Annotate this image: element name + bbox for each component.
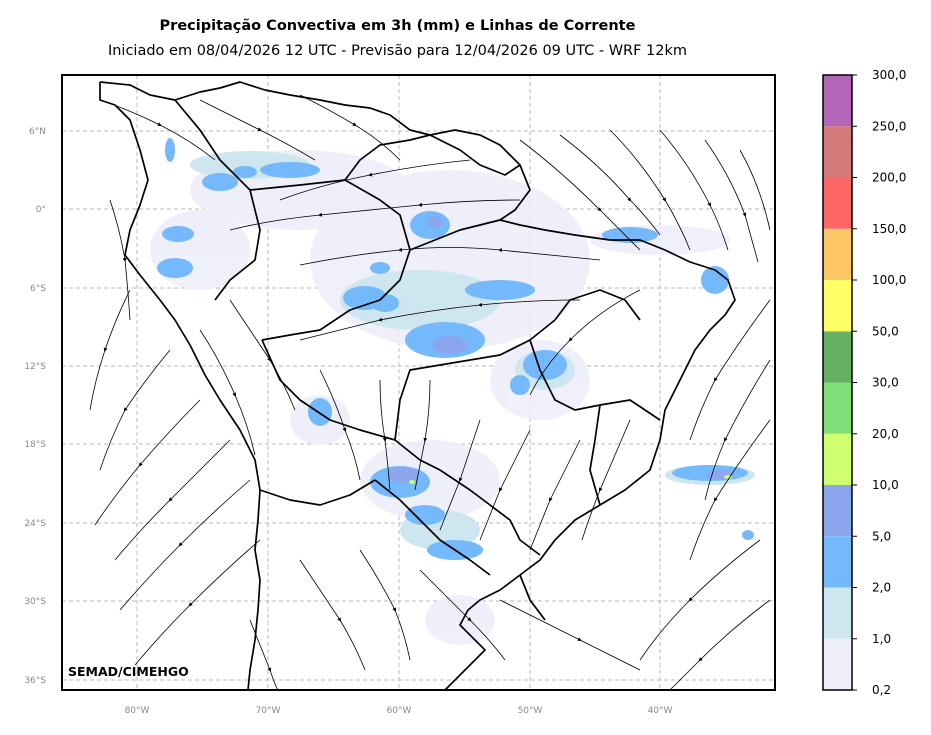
colorbar-label: 0,2 <box>872 683 891 697</box>
colorbar-segment <box>823 638 852 690</box>
colorbar-segment <box>823 280 852 332</box>
map-title: Precipitação Convectiva em 3h (mm) e Lin… <box>159 18 636 34</box>
lon-label: 60°W <box>387 706 412 716</box>
colorbar-label: 300,0 <box>872 68 906 82</box>
credit-label: SEMAD/CIMEHGO <box>68 664 189 679</box>
colorbar-label: 30,0 <box>872 376 899 390</box>
colorbar: 0,2 1,0 2,0 5,0 10,0 20,0 30,0 50,0 100,0 150,0 20… <box>822 68 906 697</box>
lat-label: 24°S <box>24 519 46 529</box>
lon-label: 70°W <box>256 706 281 716</box>
lat-label: 12°S <box>24 362 46 372</box>
colorbar-segment <box>823 228 852 280</box>
lat-label: 36°S <box>24 676 46 686</box>
colorbar-segment <box>823 587 852 639</box>
lat-label: 30°S <box>24 597 46 607</box>
colorbar-segment <box>823 433 852 485</box>
gridlines <box>62 75 775 690</box>
colorbar-label: 150,0 <box>872 222 906 236</box>
colorbar-label: 100,0 <box>872 273 906 287</box>
lat-label: 6°S <box>30 284 46 294</box>
colorbar-segment <box>823 485 852 537</box>
colorbar-segment <box>823 75 852 127</box>
colorbar-label: 1,0 <box>872 632 891 646</box>
colorbar-label: 50,0 <box>872 324 899 338</box>
lat-label: 0° <box>36 205 46 215</box>
colorbar-segment <box>823 536 852 588</box>
colorbar-segment <box>823 382 852 434</box>
latitude-labels: 6°N 0° 6°S 12°S 18°S 24°S 30°S 36°S <box>24 127 46 686</box>
lon-label: 80°W <box>125 706 150 716</box>
lon-label: 50°W <box>518 706 543 716</box>
colorbar-label: 200,0 <box>872 171 906 185</box>
colorbar-label: 10,0 <box>872 478 899 492</box>
lat-label: 6°N <box>29 127 46 137</box>
colorbar-label: 20,0 <box>872 427 899 441</box>
lat-label: 18°S <box>24 440 46 450</box>
coastlines-borders <box>99 81 736 690</box>
colorbar-segment <box>823 331 852 383</box>
colorbar-label: 250,0 <box>872 119 906 133</box>
map-frame <box>61 74 776 691</box>
precipitation-areas <box>150 138 755 645</box>
colorbar-segment <box>823 177 852 229</box>
colorbar-segment <box>823 126 852 178</box>
colorbar-label: 2,0 <box>872 581 891 595</box>
colorbar-label: 5,0 <box>872 529 891 543</box>
map-subtitle: Iniciado em 08/04/2026 12 UTC - Previsão… <box>107 43 688 59</box>
longitude-labels: 80°W 70°W 60°W 50°W 40°W <box>125 706 673 716</box>
lon-label: 40°W <box>648 706 673 716</box>
